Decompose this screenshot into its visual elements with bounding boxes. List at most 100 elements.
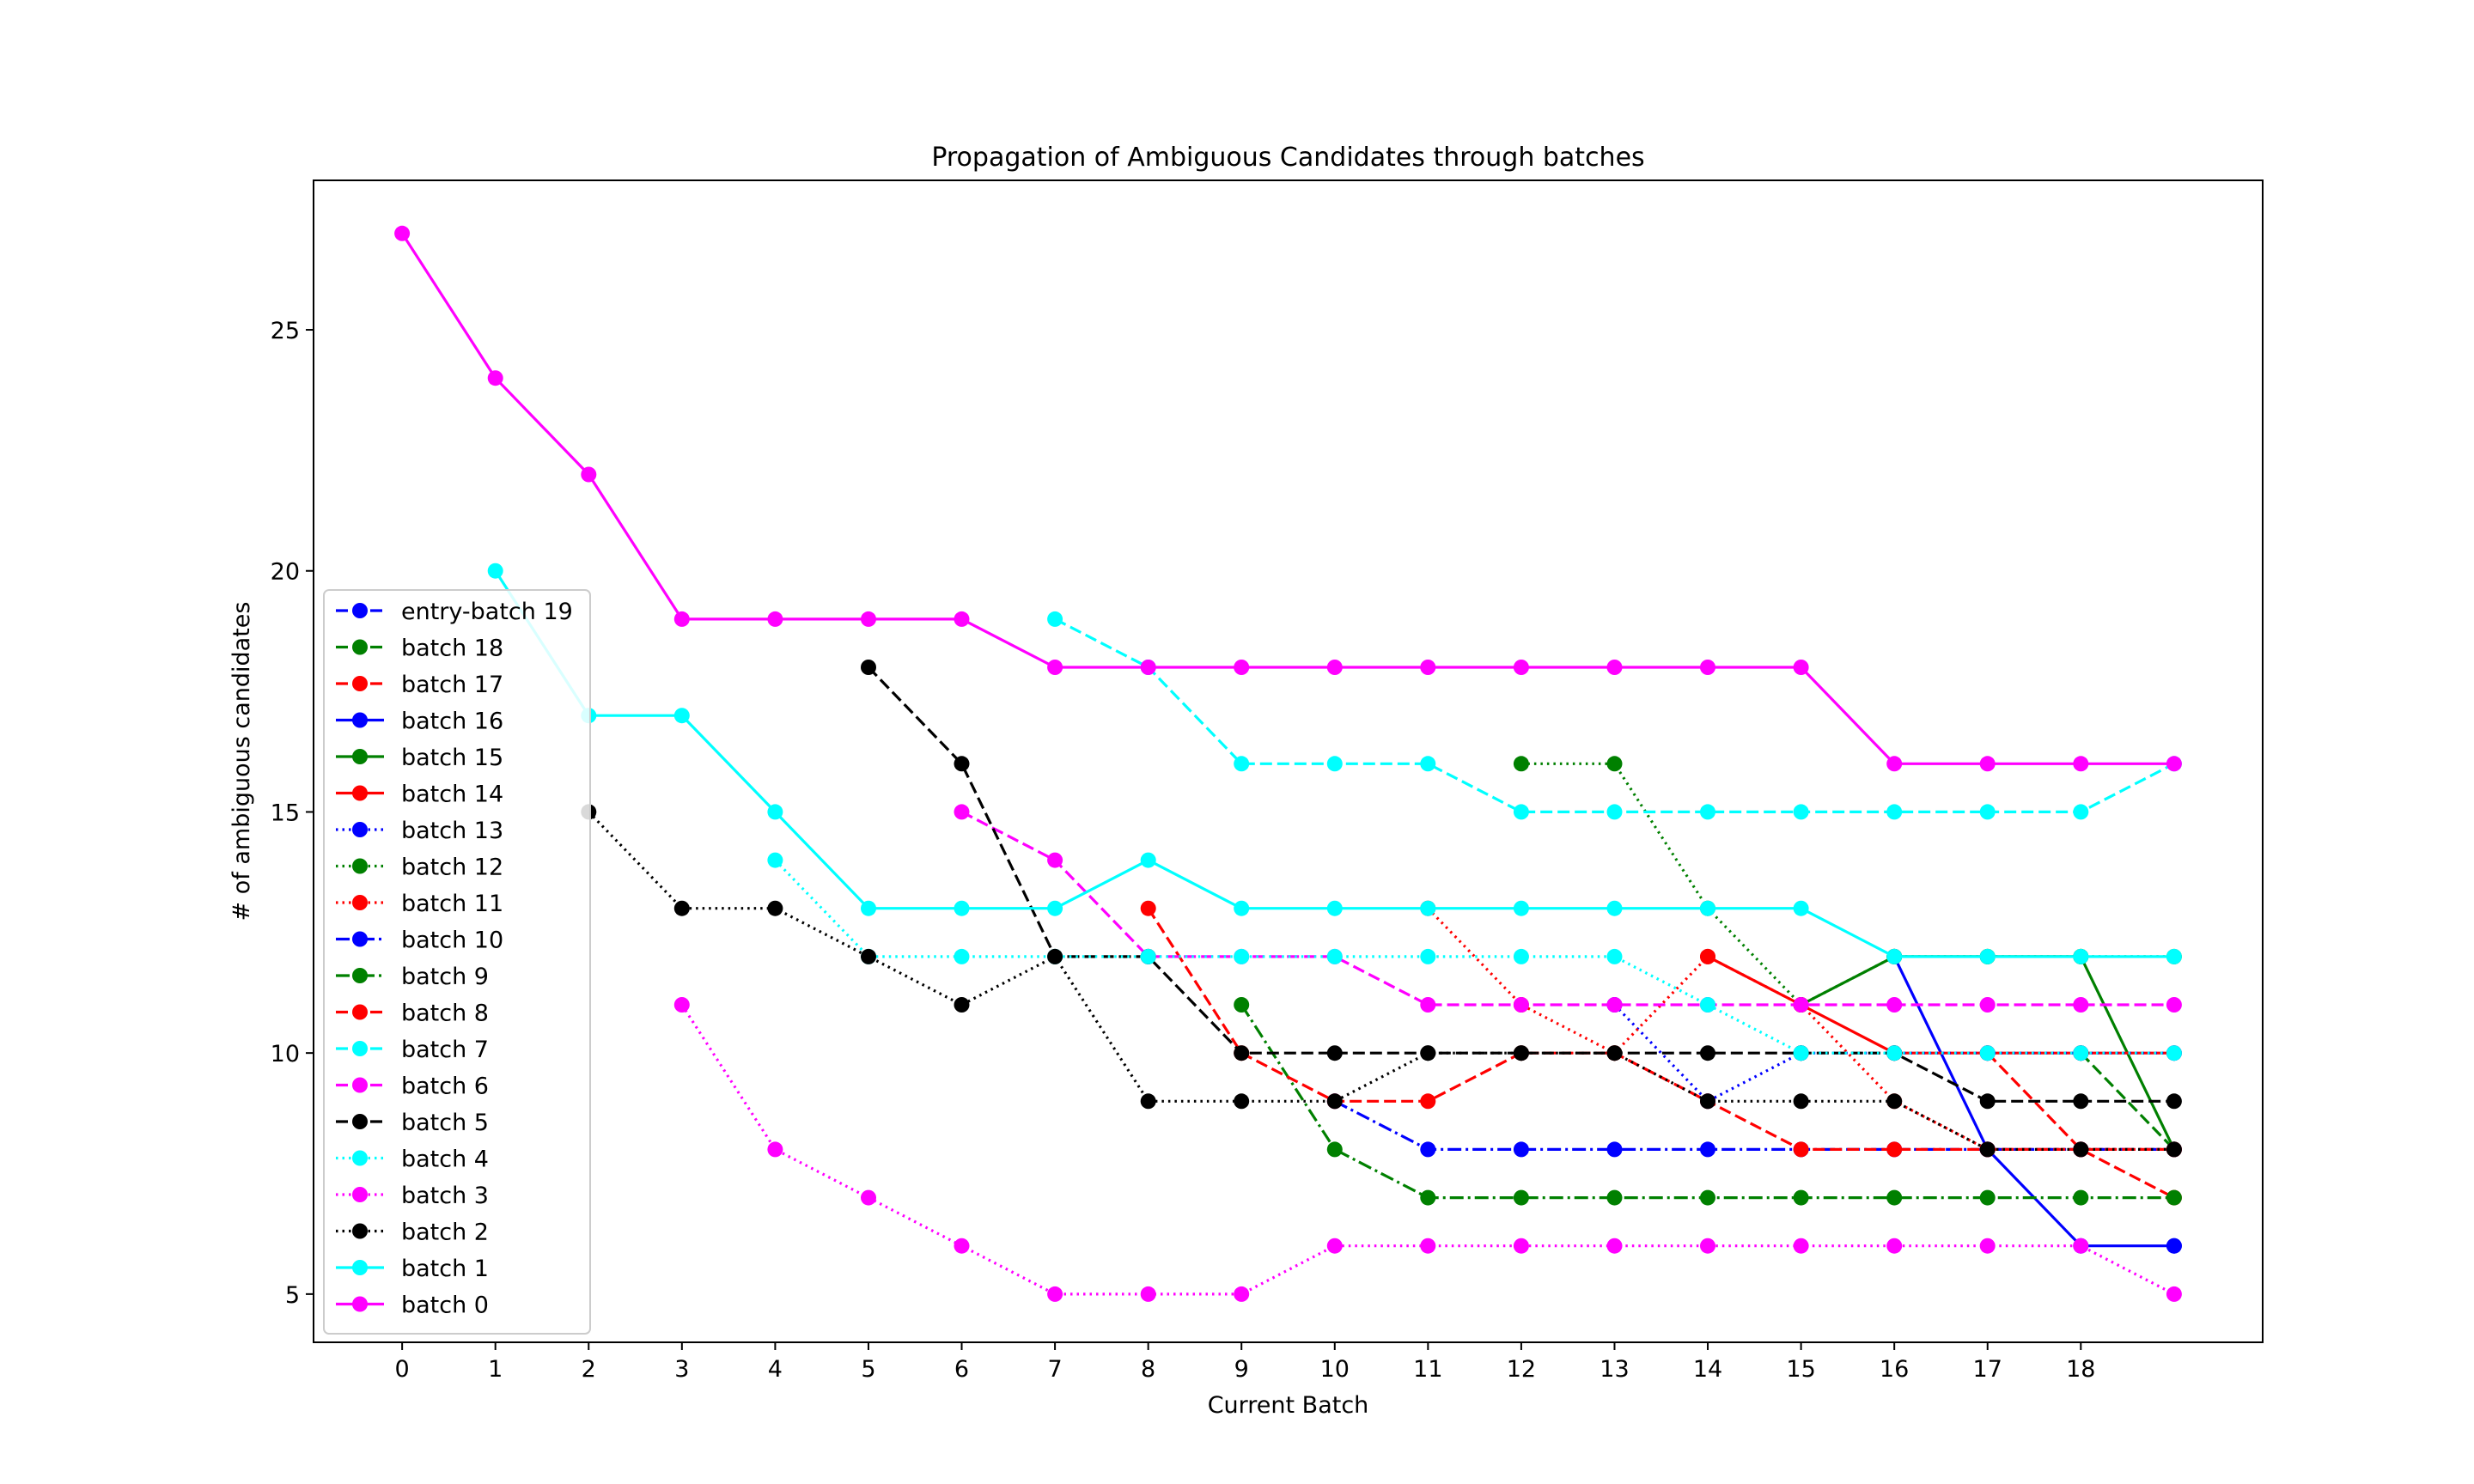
series-line	[960, 810, 2174, 1007]
data-point	[1700, 900, 1715, 916]
data-point	[767, 804, 783, 820]
data-point	[1700, 997, 1715, 1013]
legend-entry: batch 2	[336, 1219, 489, 1246]
data-point	[2073, 997, 2089, 1013]
data-point	[487, 370, 503, 386]
legend-entry: batch 8	[336, 1000, 489, 1027]
data-point	[1700, 1093, 1715, 1110]
legend-label: batch 8	[401, 1000, 489, 1027]
legend-entry: batch 16	[336, 709, 503, 735]
data-point	[1326, 756, 1343, 772]
data-point	[1886, 948, 1903, 964]
legend-marker	[352, 858, 368, 874]
legend-label: batch 5	[401, 1110, 489, 1136]
data-point	[1793, 804, 1809, 820]
data-point	[767, 1141, 783, 1158]
x-tick-label: 15	[1786, 1356, 1815, 1383]
data-point	[1513, 997, 1529, 1013]
legend-marker	[352, 1150, 368, 1166]
data-point	[1420, 948, 1436, 964]
data-point	[2073, 1141, 2089, 1158]
data-point	[1793, 660, 1809, 675]
data-point	[673, 611, 690, 627]
data-point	[1326, 660, 1343, 675]
legend-marker	[352, 968, 368, 983]
data-point	[1326, 1141, 1343, 1158]
data-point	[1793, 1093, 1809, 1110]
data-point	[1047, 948, 1063, 964]
legend-entry: batch 17	[336, 672, 503, 698]
data-point	[1234, 997, 1250, 1013]
plot-frame	[313, 179, 2264, 1343]
series-line	[1986, 1052, 2175, 1200]
legend-label: batch 18	[401, 636, 503, 662]
data-point	[1606, 804, 1623, 820]
data-point	[1047, 900, 1063, 916]
legend-entry: batch 15	[336, 745, 503, 771]
legend-entry: batch 9	[336, 964, 489, 990]
data-point	[1979, 948, 1996, 964]
data-point	[1606, 900, 1623, 916]
data-point	[1140, 1093, 1156, 1110]
data-point	[2166, 756, 2182, 772]
series-16	[673, 997, 2182, 1302]
data-point	[1513, 1189, 1529, 1206]
legend-marker	[352, 712, 368, 728]
series-19	[394, 225, 2182, 772]
legend-marker	[352, 1004, 368, 1020]
data-point	[1140, 1286, 1156, 1302]
data-point	[1234, 1286, 1250, 1302]
data-point	[2166, 948, 2182, 964]
data-point	[1420, 1093, 1436, 1110]
data-point	[1420, 1141, 1436, 1158]
data-point	[2166, 1093, 2182, 1110]
data-point	[1234, 1045, 1250, 1061]
legend-entry: batch 6	[336, 1073, 489, 1100]
data-point	[2166, 1141, 2182, 1158]
data-point	[1047, 611, 1063, 627]
data-point	[2166, 1286, 2182, 1302]
data-point	[2073, 1093, 2089, 1110]
legend-entry: batch 3	[336, 1183, 489, 1209]
data-point	[1886, 1093, 1903, 1110]
data-point	[1420, 756, 1436, 772]
data-point	[1234, 948, 1250, 964]
data-point	[1420, 997, 1436, 1013]
data-point	[1700, 948, 1715, 964]
data-point	[1700, 1189, 1715, 1206]
data-point	[1326, 900, 1343, 916]
legend-entry: batch 14	[336, 782, 503, 808]
legend-marker	[352, 1223, 368, 1239]
data-point	[1606, 1141, 1623, 1158]
data-point	[1793, 1189, 1809, 1206]
data-point	[1326, 948, 1343, 964]
data-point	[1886, 1141, 1903, 1158]
chart-title: Propagation of Ambiguous Candidates thro…	[931, 143, 1644, 173]
data-point	[861, 948, 876, 964]
legend-label: batch 7	[401, 1037, 489, 1063]
data-point	[1793, 1045, 1809, 1061]
data-point	[1979, 804, 1996, 820]
legend-entry: batch 18	[336, 636, 503, 662]
data-point	[1979, 1045, 1996, 1061]
legend-label: batch 14	[401, 782, 503, 808]
legend-marker	[352, 822, 368, 837]
data-point	[1420, 900, 1436, 916]
x-tick-label: 10	[1320, 1356, 1350, 1383]
legend-entry: batch 13	[336, 818, 503, 844]
series-17	[581, 804, 2182, 1158]
data-point	[2166, 1045, 2182, 1061]
legend-marker	[352, 1187, 368, 1202]
data-point	[1886, 756, 1903, 772]
data-point	[954, 1238, 970, 1254]
data-point	[1140, 948, 1156, 964]
data-point	[2073, 948, 2089, 964]
data-point	[1793, 997, 1809, 1013]
y-axis-label: # of ambiguous candidates	[229, 602, 255, 921]
legend-label: batch 15	[401, 745, 503, 771]
x-tick-label: 16	[1880, 1356, 1909, 1383]
legend-entry: batch 12	[336, 855, 503, 881]
data-point	[1047, 660, 1063, 675]
data-point	[1793, 1238, 1809, 1254]
y-tick-label: 10	[271, 1041, 300, 1067]
